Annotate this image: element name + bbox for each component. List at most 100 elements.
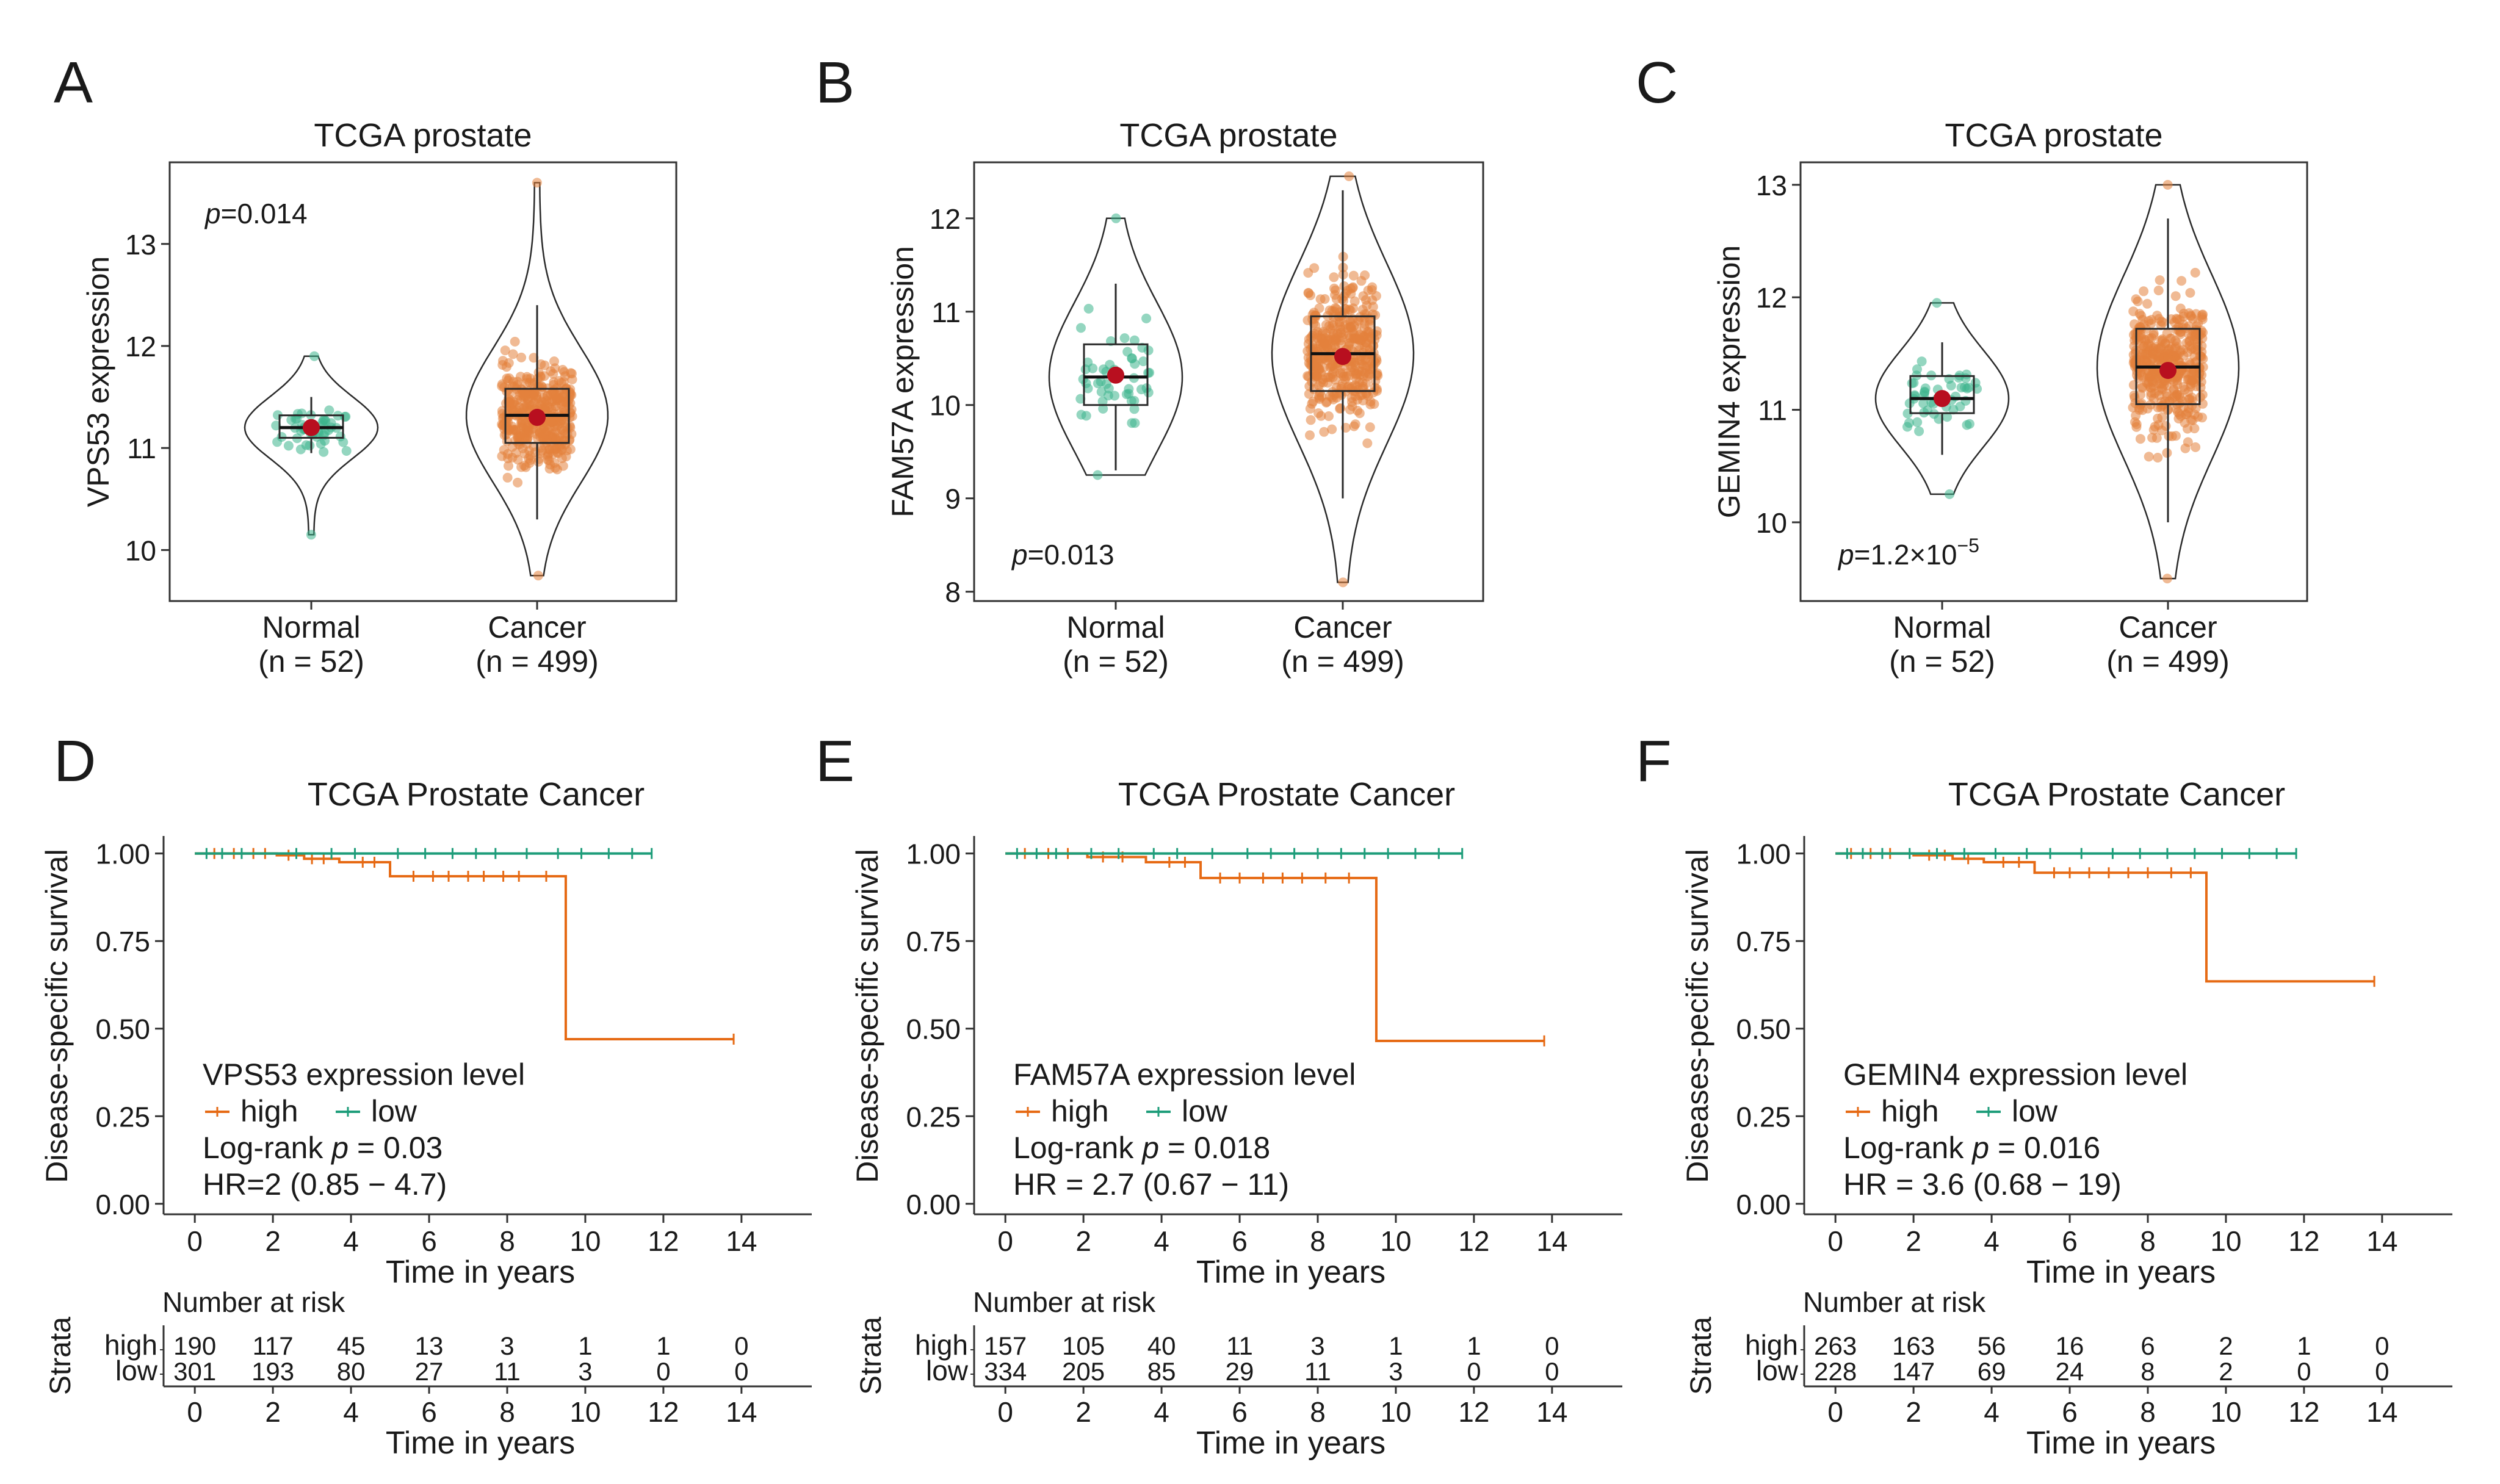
- risk-count-low: 0: [1467, 1357, 1481, 1386]
- data-point: [1362, 300, 1372, 311]
- x-tick-label: 6: [421, 1225, 437, 1257]
- p-value: p=0.013: [1011, 539, 1115, 571]
- data-point: [2151, 433, 2162, 443]
- risk-x-axis-label: Time in years: [1196, 1425, 1385, 1461]
- data-point: [1358, 361, 1368, 371]
- data-point: [549, 458, 560, 468]
- risk-x-tick-label: 10: [569, 1396, 601, 1428]
- y-tick-label: 0.25: [906, 1101, 961, 1133]
- risk-x-tick-label: 12: [648, 1396, 679, 1428]
- data-point: [1956, 383, 1967, 393]
- data-point: [2180, 443, 2191, 453]
- mean-marker: [1934, 390, 1951, 408]
- mean-marker: [1107, 366, 1124, 384]
- data-point: [1306, 415, 1316, 425]
- y-tick-label: 11: [127, 433, 156, 464]
- logrank-text: Log-rank p = 0.018: [1013, 1131, 1270, 1165]
- logrank-prefix: Log-rank: [1843, 1131, 1972, 1165]
- data-point: [1367, 282, 1378, 292]
- risk-count-high: 1: [2297, 1331, 2311, 1360]
- data-point: [1319, 427, 1329, 437]
- risk-y-label: Strata: [45, 1317, 77, 1395]
- violin-cancer: [2096, 184, 2240, 580]
- data-point: [1119, 333, 1130, 344]
- data-point: [1370, 310, 1381, 320]
- x-tick-label: 10: [1380, 1225, 1411, 1257]
- x-tick-label: 2: [1075, 1225, 1091, 1257]
- logrank-p: p: [330, 1131, 349, 1165]
- group-n: (n = 52): [258, 644, 364, 679]
- data-point: [1348, 270, 1359, 281]
- y-tick-label: 11: [1758, 395, 1787, 427]
- data-point: [1358, 291, 1368, 301]
- data-point: [2145, 373, 2155, 383]
- data-point: [1110, 391, 1120, 401]
- y-tick-label: 0.50: [1736, 1014, 1791, 1045]
- data-point: [1305, 430, 1315, 441]
- y-tick-label: 13: [1756, 170, 1787, 201]
- data-point: [560, 428, 570, 439]
- data-point: [1320, 341, 1331, 351]
- data-point: [1914, 426, 1924, 436]
- data-point: [1338, 577, 1348, 588]
- box-normal: [1083, 343, 1149, 406]
- risk-count-low: 29: [1226, 1357, 1254, 1386]
- data-point: [1340, 303, 1350, 314]
- risk-x-tick-label: 0: [187, 1396, 203, 1428]
- y-tick-label: 10: [1756, 507, 1787, 539]
- data-point: [1365, 332, 1375, 342]
- y-tick-label: 12: [1756, 282, 1787, 314]
- risk-x-tick-label: 14: [2366, 1396, 2397, 1428]
- data-point: [1138, 356, 1149, 367]
- y-axis-label: VPS53 expression: [81, 256, 115, 507]
- data-point: [1127, 418, 1137, 428]
- x-tick-label: 8: [499, 1225, 515, 1257]
- data-point: [1365, 397, 1376, 407]
- data-point: [504, 358, 514, 368]
- risk-x-tick-label: 0: [1827, 1396, 1843, 1428]
- data-point: [2175, 303, 2186, 314]
- risk-y-label: Strata: [1685, 1317, 1718, 1395]
- data-point: [2190, 267, 2200, 278]
- risk-count-high: 263: [1814, 1331, 1857, 1360]
- data-point: [504, 461, 513, 471]
- data-point: [2198, 309, 2208, 320]
- data-point: [2191, 442, 2201, 452]
- data-point: [1143, 387, 1154, 398]
- x-tick-label: 12: [2288, 1225, 2319, 1257]
- data-point: [2162, 179, 2173, 190]
- data-point: [1359, 319, 1370, 329]
- data-point: [1098, 403, 1108, 414]
- risk-count-high: 1: [1389, 1331, 1403, 1360]
- mean-marker: [529, 409, 546, 427]
- data-point: [529, 389, 540, 399]
- data-point: [1945, 489, 1955, 499]
- risk-count-low: 205: [1062, 1357, 1105, 1386]
- risk-count-low: 0: [2375, 1357, 2389, 1386]
- logrank-prefix: Log-rank: [203, 1131, 331, 1165]
- data-point: [535, 372, 546, 382]
- group-n: (n = 52): [1889, 644, 1995, 679]
- violin-cancer: [1271, 175, 1415, 583]
- data-point: [1141, 313, 1152, 323]
- risk-count-low: 0: [734, 1357, 748, 1386]
- data-point: [305, 441, 315, 451]
- data-point: [2139, 319, 2149, 330]
- p-value: p=0.014: [204, 198, 308, 229]
- logrank-p: p: [1971, 1131, 1989, 1165]
- y-tick-label: 0.00: [1736, 1189, 1791, 1220]
- risk-count-low: 24: [2056, 1357, 2084, 1386]
- data-point: [2153, 351, 2164, 362]
- chart-title: TCGA prostate: [1119, 117, 1337, 154]
- data-point: [2170, 343, 2180, 353]
- data-point: [1331, 383, 1342, 393]
- risk-row-label-high: high: [104, 1329, 157, 1361]
- data-point: [500, 345, 510, 356]
- data-point: [541, 395, 551, 406]
- data-point: [2191, 403, 2201, 413]
- data-point: [1345, 405, 1355, 415]
- risk-count-high: 105: [1062, 1331, 1105, 1360]
- data-point: [2157, 401, 2167, 411]
- y-tick-label: 0.00: [95, 1189, 150, 1220]
- km-curve-high: [1835, 852, 2375, 983]
